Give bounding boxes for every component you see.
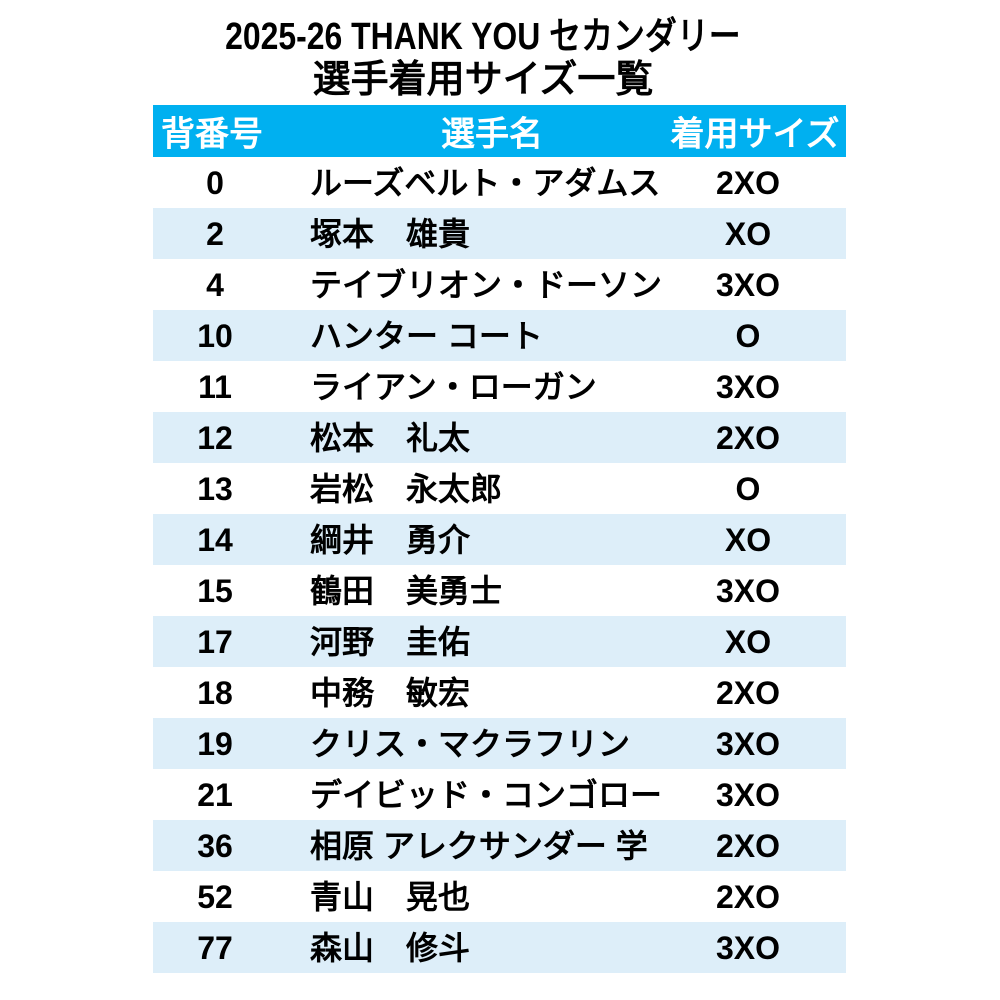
player-size: 3XO: [715, 776, 781, 813]
player-name: 中務 敏宏: [310, 674, 471, 711]
player-number: 21: [197, 776, 233, 813]
table-row: 11 ライアン・ローガン 3XO: [153, 361, 846, 412]
table-row: 19 クリス・マクラフリン 3XO: [153, 718, 846, 769]
page-title-line2: 選手着用サイズ一覧: [312, 59, 654, 101]
player-name: テイブリオン・ドーソン: [310, 266, 663, 303]
player-number: 77: [197, 929, 233, 966]
player-size: XO: [724, 521, 772, 558]
table-row: 10 ハンター コート O: [153, 310, 846, 361]
table-row: 15 鶴田 美勇士 3XO: [153, 565, 846, 616]
player-size: 2XO: [715, 878, 781, 915]
player-number: 18: [197, 674, 233, 711]
player-size: XO: [724, 215, 772, 252]
table-row: 12 松本 礼太 2XO: [153, 412, 846, 463]
player-number: 17: [197, 623, 233, 660]
table-body: 0 ルーズベルト・アダムス 2XO 2 塚本 雄貴 XO 4 テイブリオン・ドー…: [153, 157, 846, 973]
table-row: 18 中務 敏宏 2XO: [153, 667, 846, 718]
player-size: 2XO: [715, 419, 781, 456]
player-name: ルーズベルト・アダムス: [310, 164, 661, 201]
size-table: 背番号 選手名 着用サイズ 0 ルーズベルト・アダムス 2XO 2 塚本 雄貴 …: [153, 105, 846, 973]
player-name: 松本 礼太: [310, 419, 471, 456]
player-name: クリス・マクラフリン: [310, 725, 631, 762]
player-size: O: [735, 470, 761, 507]
table-row: 0 ルーズベルト・アダムス 2XO: [153, 157, 846, 208]
player-name: 綱井 勇介: [310, 521, 471, 558]
player-name: 岩松 永太郎: [310, 470, 503, 507]
player-number: 14: [197, 521, 233, 558]
player-size: 2XO: [715, 164, 781, 201]
player-name: 河野 圭佑: [310, 623, 471, 660]
player-number: 13: [197, 470, 233, 507]
table-row: 14 綱井 勇介 XO: [153, 514, 846, 565]
table-row: 13 岩松 永太郎 O: [153, 463, 846, 514]
player-number: 2: [206, 215, 224, 252]
player-size: 3XO: [715, 929, 781, 966]
player-size: 2XO: [715, 827, 781, 864]
player-name: 相原 アレクサンダー 学: [310, 827, 648, 864]
header-cell-name: 選手名: [441, 115, 543, 154]
player-number: 52: [197, 878, 233, 915]
table-row: 52 青山 晃也 2XO: [153, 871, 846, 922]
table-row: 17 河野 圭佑 XO: [153, 616, 846, 667]
player-name: ハンター コート: [310, 317, 543, 354]
player-name: 青山 晃也: [310, 878, 471, 915]
player-name: 塚本 雄貴: [310, 215, 471, 252]
header-cell-size: 着用サイズ: [670, 115, 840, 154]
table-header-row: 背番号 選手名 着用サイズ: [153, 105, 846, 157]
player-name: 森山 修斗: [310, 929, 471, 966]
player-size: 2XO: [715, 674, 781, 711]
player-size: 3XO: [715, 368, 781, 405]
player-number: 4: [206, 266, 224, 303]
player-name: ライアン・ローガン: [310, 368, 597, 405]
player-size: XO: [724, 623, 772, 660]
player-number: 36: [197, 827, 233, 864]
table-row: 36 相原 アレクサンダー 学 2XO: [153, 820, 846, 871]
page-title: 2025-26 THANK YOU セカンダリー 選手着用サイズ一覧: [0, 16, 966, 102]
player-size: O: [735, 317, 761, 354]
page-title-line1: 2025-26 THANK YOU セカンダリー: [225, 16, 741, 58]
player-name: デイビッド・コンゴロー: [310, 776, 663, 813]
player-number: 10: [197, 317, 233, 354]
player-number: 19: [197, 725, 233, 762]
table-row: 4 テイブリオン・ドーソン 3XO: [153, 259, 846, 310]
table-row: 77 森山 修斗 3XO: [153, 922, 846, 973]
player-size: 3XO: [715, 266, 781, 303]
player-number: 11: [198, 368, 232, 405]
table-row: 21 デイビッド・コンゴロー 3XO: [153, 769, 846, 820]
player-size: 3XO: [715, 572, 781, 609]
player-number: 0: [206, 164, 224, 201]
player-number: 12: [197, 419, 233, 456]
player-number: 15: [197, 572, 233, 609]
header-cell-number: 背番号: [161, 115, 263, 154]
player-size: 3XO: [715, 725, 781, 762]
player-name: 鶴田 美勇士: [310, 572, 503, 609]
table-row: 2 塚本 雄貴 XO: [153, 208, 846, 259]
